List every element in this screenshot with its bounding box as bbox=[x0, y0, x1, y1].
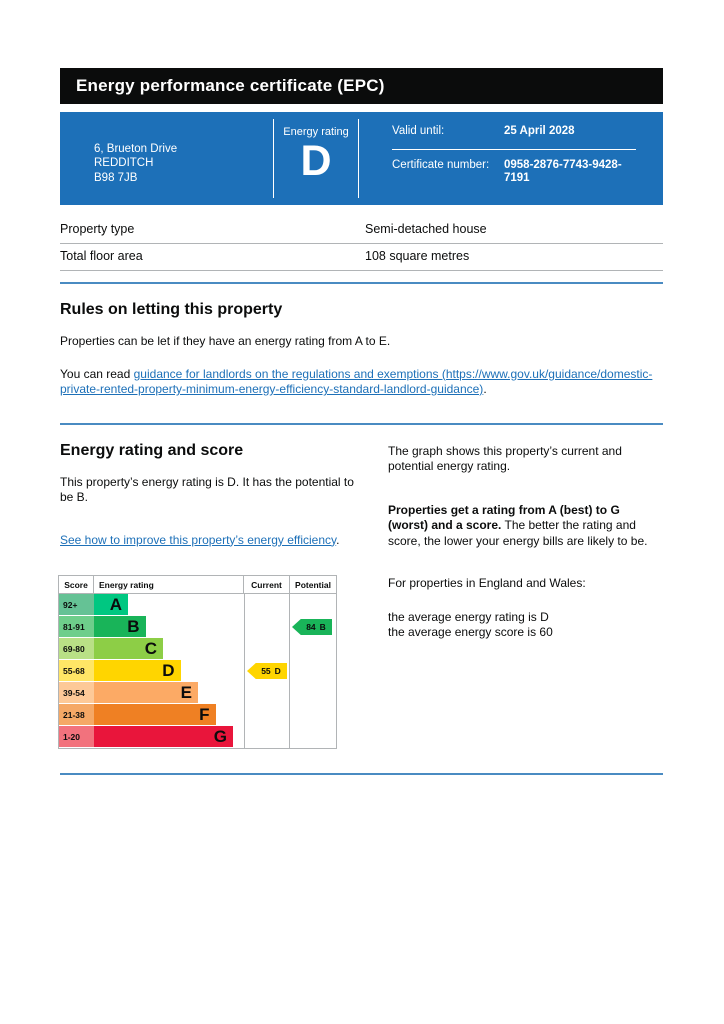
england-wales-note: For properties in England and Wales: bbox=[388, 576, 586, 590]
row-value: Semi-detached house bbox=[365, 222, 487, 236]
section-divider bbox=[60, 422, 663, 425]
guidance-text-prefix: You can read bbox=[60, 366, 134, 381]
potential-band: B bbox=[319, 622, 326, 632]
section-divider bbox=[60, 773, 663, 775]
score-range: 81-91 bbox=[59, 616, 94, 638]
guidance-paragraph: You can read guidance for landlords on t… bbox=[60, 367, 663, 398]
page-title: Energy performance certificate (EPC) bbox=[76, 76, 385, 95]
band-bar: F bbox=[94, 704, 216, 725]
title-bar: Energy performance certificate (EPC) bbox=[60, 68, 663, 104]
chart-body: 92+ A 81-91 B 69-80 C 5 bbox=[59, 594, 336, 748]
col-score-header: Score bbox=[59, 576, 94, 593]
score-range: 92+ bbox=[59, 594, 94, 616]
row-value: 108 square metres bbox=[365, 249, 470, 263]
certificate-number-value: 0958-2876-7743-9428-7191 bbox=[504, 158, 622, 185]
table-row: Property type Semi-detached house bbox=[60, 217, 663, 244]
certificate-summary-box: 6, Brueton Drive REDDITCH B98 7JB Energy… bbox=[60, 112, 663, 205]
band-row: 21-38 F bbox=[59, 704, 336, 726]
rating-right-column: The graph shows this property’s current … bbox=[388, 442, 663, 750]
current-rating-arrow: 55 D bbox=[247, 663, 287, 679]
property-address: 6, Brueton Drive REDDITCH B98 7JB bbox=[60, 112, 273, 205]
band-row: 1-20 G bbox=[59, 726, 336, 748]
rating-explanation-bold: Properties get a rating from A (best) to… bbox=[388, 502, 620, 533]
band-row: 55-68 D bbox=[59, 660, 336, 682]
epc-rating-chart: Score Energy rating Current Potential 92… bbox=[58, 575, 337, 749]
band-bar: C bbox=[94, 638, 163, 659]
average-rating-line: the average energy rating is D bbox=[388, 609, 549, 624]
current-score: 55 bbox=[261, 666, 271, 676]
band-row: 81-91 B bbox=[59, 616, 336, 638]
valid-until-value: 25 April 2028 bbox=[504, 125, 575, 137]
table-row: Total floor area 108 square metres bbox=[60, 244, 663, 271]
score-range: 69-80 bbox=[59, 638, 94, 660]
address-line: REDDITCH bbox=[94, 157, 154, 170]
letting-rule-text: Properties can be let if they have an en… bbox=[60, 334, 391, 348]
score-range: 21-38 bbox=[59, 704, 94, 726]
property-details-table: Property type Semi-detached house Total … bbox=[60, 217, 663, 271]
validity-divider bbox=[392, 148, 636, 150]
rules-heading: Rules on letting this property bbox=[60, 301, 283, 318]
address-line: 6, Brueton Drive bbox=[94, 142, 178, 155]
score-range: 55-68 bbox=[59, 660, 94, 682]
improve-link-suffix: . bbox=[336, 532, 340, 547]
current-band: D bbox=[274, 666, 281, 676]
band-bar: B bbox=[94, 616, 146, 637]
graph-description: The graph shows this property’s current … bbox=[388, 443, 622, 474]
score-range: 1-20 bbox=[59, 726, 94, 748]
epc-document: Energy performance certificate (EPC) 6, … bbox=[58, 68, 663, 775]
rating-score-heading: Energy rating and score bbox=[60, 441, 244, 459]
band-row: 92+ A bbox=[59, 594, 336, 616]
band-bar: E bbox=[94, 682, 198, 703]
col-potential-header: Potential bbox=[289, 576, 336, 593]
averages-block: the average energy rating is D the avera… bbox=[388, 610, 663, 641]
landlord-guidance-link[interactable]: guidance for landlords on the regulation… bbox=[60, 366, 653, 397]
energy-rating-section: Energy rating and score This property’s … bbox=[58, 441, 663, 750]
chart-header: Score Energy rating Current Potential bbox=[59, 576, 336, 594]
section-divider bbox=[60, 282, 663, 284]
band-row: 69-80 C bbox=[59, 638, 336, 660]
address-line: B98 7JB bbox=[94, 171, 138, 184]
row-label: Total floor area bbox=[60, 249, 143, 263]
score-range: 39-54 bbox=[59, 682, 94, 704]
energy-rating-label: Energy rating bbox=[283, 126, 349, 138]
rating-left-column: Energy rating and score This property’s … bbox=[58, 441, 360, 749]
valid-until-label: Valid until: bbox=[392, 125, 445, 137]
band-row: 39-54 E bbox=[59, 682, 336, 704]
rating-explanation-rest: The better the rating and score, the low… bbox=[388, 518, 648, 548]
rules-on-letting-section: Rules on letting this property Propertie… bbox=[60, 301, 663, 398]
improve-paragraph: See how to improve this property’s energ… bbox=[60, 533, 360, 549]
guidance-text-suffix: . bbox=[483, 382, 487, 396]
energy-rating-cell: Energy rating D bbox=[273, 119, 359, 198]
energy-rating-value: D bbox=[300, 137, 332, 185]
certificate-number-label: Certificate number: bbox=[392, 158, 490, 171]
col-energy-rating-header: Energy rating bbox=[99, 579, 154, 590]
band-bar: D bbox=[94, 660, 181, 681]
band-bar: G bbox=[94, 726, 233, 747]
validity-panel: Valid until: 25 April 2028 Certificate n… bbox=[359, 112, 663, 205]
improve-efficiency-link[interactable]: See how to improve this property’s energ… bbox=[60, 532, 337, 547]
col-current-header: Current bbox=[243, 576, 289, 593]
rating-explanation: Properties get a rating from A (best) to… bbox=[388, 503, 663, 550]
rating-summary-text: This property’s energy rating is D. It h… bbox=[60, 474, 354, 505]
average-score-line: the average energy score is 60 bbox=[388, 625, 553, 639]
potential-rating-arrow: 84 B bbox=[292, 619, 332, 635]
potential-score: 84 bbox=[306, 622, 316, 632]
row-label: Property type bbox=[60, 222, 135, 236]
band-bar: A bbox=[94, 594, 128, 615]
